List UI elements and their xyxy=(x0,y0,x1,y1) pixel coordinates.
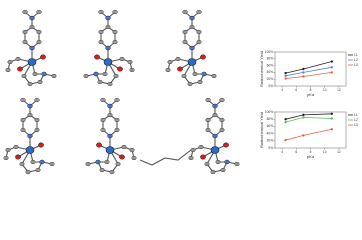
data-point xyxy=(302,113,305,117)
data-point xyxy=(302,116,305,119)
y-tick-label: 100% xyxy=(265,50,273,54)
data-point xyxy=(284,138,287,142)
data-point xyxy=(284,77,287,80)
y-tick-label: 80% xyxy=(267,57,274,61)
x-tick-label: 12 xyxy=(337,88,341,92)
series-line xyxy=(285,116,332,123)
y-tick-label: 80% xyxy=(267,117,274,121)
y-tick-label: 100% xyxy=(265,110,273,114)
x-axis-label: pKa xyxy=(307,154,315,159)
legend-label: L3 xyxy=(354,123,358,127)
data-point xyxy=(330,128,333,131)
x-tick-label: 6 xyxy=(295,88,297,92)
data-point xyxy=(284,120,287,124)
y-tick-label: 20% xyxy=(267,139,274,143)
series-line xyxy=(285,128,332,141)
legend-label: L2 xyxy=(354,58,358,62)
molecule xyxy=(165,9,217,87)
alkyl-chain xyxy=(139,149,192,166)
y-tick-label: 60% xyxy=(267,63,274,67)
legend-label: L2 xyxy=(354,118,358,122)
molecule xyxy=(83,9,135,87)
data-point xyxy=(302,75,305,78)
data-point xyxy=(302,71,305,74)
y-tick-label: 20% xyxy=(267,77,274,81)
data-point xyxy=(284,71,287,75)
data-point xyxy=(330,71,333,74)
x-axis-label: pKa xyxy=(307,92,315,97)
data-point xyxy=(302,134,305,137)
y-axis-label: Radiochemical Yield xyxy=(259,51,264,87)
series-line xyxy=(285,72,332,79)
y-tick-label: 40% xyxy=(267,131,274,135)
data-point xyxy=(330,112,333,116)
y-tick-label: 60% xyxy=(267,124,274,128)
data-point xyxy=(284,118,287,121)
molecule xyxy=(3,97,55,175)
x-tick-label: 4 xyxy=(281,88,283,92)
data-point xyxy=(330,117,333,120)
legend-label: L1 xyxy=(354,53,358,57)
molecule xyxy=(5,9,57,87)
y-tick-label: 0% xyxy=(268,146,273,150)
plot-frame xyxy=(274,51,347,87)
y-axis-label: Radiochemical Yield xyxy=(259,112,264,148)
data-point xyxy=(284,74,287,78)
y-tick-label: 0% xyxy=(268,84,273,88)
molecule xyxy=(188,97,240,175)
data-point xyxy=(302,67,305,71)
legend-label: L3 xyxy=(354,63,358,67)
x-tick-label: 10 xyxy=(323,88,327,92)
y-tick-label: 40% xyxy=(267,70,274,74)
x-tick-label: 4 xyxy=(281,150,283,154)
x-tick-label: 8 xyxy=(310,88,312,92)
x-tick-label: 10 xyxy=(323,150,327,154)
x-tick-label: 12 xyxy=(337,150,341,154)
legend-label: L1 xyxy=(354,113,358,117)
x-tick-label: 6 xyxy=(295,150,297,154)
x-tick-label: 8 xyxy=(310,150,312,154)
figure: 0%20%40%60%80%100%4 6 8 10 12pKaRadiochemica… xyxy=(3,9,358,175)
data-point xyxy=(330,60,333,63)
data-point xyxy=(330,66,333,69)
molecule xyxy=(85,97,137,175)
